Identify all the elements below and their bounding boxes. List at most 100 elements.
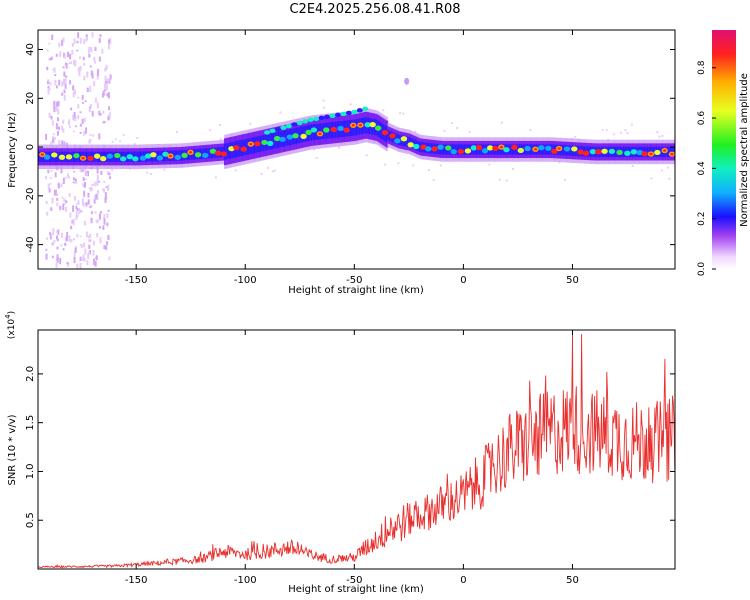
- heatmap-cell: [315, 123, 318, 140]
- heatmap-cell: [52, 136, 55, 143]
- heatmap-cell: [49, 57, 52, 61]
- heatmap-cell: [65, 63, 68, 69]
- heatmap-cell: [52, 133, 55, 136]
- heatmap-cell: [194, 152, 202, 158]
- heatmap-cell: [493, 147, 497, 150]
- heatmap-cell: [89, 139, 92, 142]
- heatmap-cell: [63, 94, 66, 101]
- heatmap-cell: [318, 115, 325, 120]
- heatmap-cell: [394, 138, 401, 144]
- heatmap-cell: [99, 113, 102, 116]
- heatmap-cell: [82, 254, 85, 261]
- heatmap-cell: [238, 140, 241, 157]
- heatmap-cell: [45, 133, 48, 140]
- heatmap-cell: [57, 100, 60, 107]
- heatmap-cell: [670, 152, 674, 156]
- heatmap-cell: [64, 78, 67, 85]
- heatmap-cell: [512, 146, 516, 149]
- heatmap-cell: [112, 151, 115, 162]
- heatmap-cell: [345, 110, 352, 116]
- heatmap-cell: [661, 169, 664, 172]
- heatmap-cell: [414, 130, 417, 133]
- heatmap-cell: [88, 251, 91, 255]
- heatmap-cell: [114, 152, 121, 159]
- heatmap-cell: [533, 148, 538, 151]
- heatmap-cell: [354, 119, 357, 136]
- heatmap-cell: [175, 131, 178, 134]
- heatmap-cell: [557, 147, 561, 150]
- heatmap-cell: [64, 54, 67, 59]
- x-tick-label: 0: [460, 275, 466, 286]
- heatmap-cell: [103, 83, 106, 90]
- heatmap-cell: [659, 146, 662, 158]
- heatmap-cell: [575, 145, 578, 157]
- heatmap-cell: [89, 65, 92, 68]
- heatmap-cell: [73, 251, 76, 258]
- x-tick-label: 0: [460, 575, 466, 586]
- heatmap-cell: [108, 256, 111, 261]
- snr-x-label: Height of straight line (km): [288, 584, 424, 595]
- heatmap-cell: [65, 75, 68, 78]
- heatmap-cell: [286, 134, 294, 140]
- heatmap-cell: [44, 175, 47, 180]
- heatmap-cell: [59, 51, 62, 57]
- heatmap-cell: [562, 145, 565, 156]
- heatmap-cell: [84, 182, 87, 188]
- heatmap-cell: [313, 148, 316, 151]
- heatmap-cell: [574, 136, 577, 139]
- heatmap-cell: [57, 183, 60, 189]
- heatmap-cell: [136, 151, 139, 162]
- heatmap-cell: [57, 151, 60, 162]
- heatmap-cell: [98, 110, 101, 116]
- heatmap-cell: [249, 142, 253, 146]
- heatmap-cell: [48, 87, 51, 91]
- heatmap-cell: [348, 120, 351, 137]
- heatmap-cell: [89, 133, 92, 136]
- heatmap-cell: [75, 181, 78, 184]
- heatmap-cell: [351, 124, 355, 127]
- spectrogram-frame: [37, 29, 676, 270]
- heatmap-cell: [48, 112, 51, 118]
- heatmap-cell: [52, 228, 55, 235]
- heatmap-cell: [102, 188, 105, 193]
- heatmap-cell: [48, 42, 51, 45]
- heatmap-cell: [63, 79, 66, 85]
- heatmap-cell: [100, 171, 103, 175]
- heatmap-cell: [209, 147, 212, 159]
- heatmap-cell: [656, 131, 659, 134]
- heatmap-cell: [79, 256, 82, 262]
- heatmap-cell: [82, 183, 85, 187]
- heatmap-cell: [108, 172, 111, 176]
- heatmap-cell: [86, 87, 89, 93]
- heatmap-cell: [497, 144, 500, 155]
- heatmap-cell: [81, 198, 84, 205]
- heatmap-cell: [56, 246, 59, 250]
- heatmap-cell: [94, 97, 97, 103]
- heatmap-cell: [439, 164, 442, 167]
- heatmap-cell: [47, 79, 50, 82]
- heatmap-cell: [406, 136, 409, 147]
- heatmap-cell: [72, 218, 75, 226]
- heatmap-cell: [587, 146, 590, 157]
- heatmap-cell: [55, 151, 59, 162]
- heatmap-cell: [76, 233, 79, 238]
- heatmap-cell: [132, 156, 139, 162]
- heatmap-cell: [107, 78, 110, 82]
- heatmap-cell: [106, 222, 109, 227]
- heatmap-cell: [89, 205, 92, 208]
- heatmap-cell: [89, 239, 92, 242]
- heatmap-cell: [103, 180, 106, 183]
- heatmap-cell: [329, 113, 336, 119]
- heatmap-cell: [652, 146, 655, 158]
- heatmap-cell: [381, 122, 384, 139]
- heatmap-cell: [49, 182, 52, 185]
- x-tick-label: -150: [125, 575, 148, 586]
- heatmap-cell: [374, 125, 382, 131]
- snr-panel: -150 -100 -50 0 50 0.5 1.0 1.5 2.0 Height of st…: [4, 311, 676, 595]
- heatmap-cell: [222, 152, 226, 156]
- heatmap-cell: [51, 255, 54, 259]
- heatmap-cell: [76, 203, 79, 205]
- heatmap-cell: [291, 122, 298, 127]
- heatmap-cell: [62, 248, 65, 251]
- y-tick-label: 1.0: [25, 463, 36, 479]
